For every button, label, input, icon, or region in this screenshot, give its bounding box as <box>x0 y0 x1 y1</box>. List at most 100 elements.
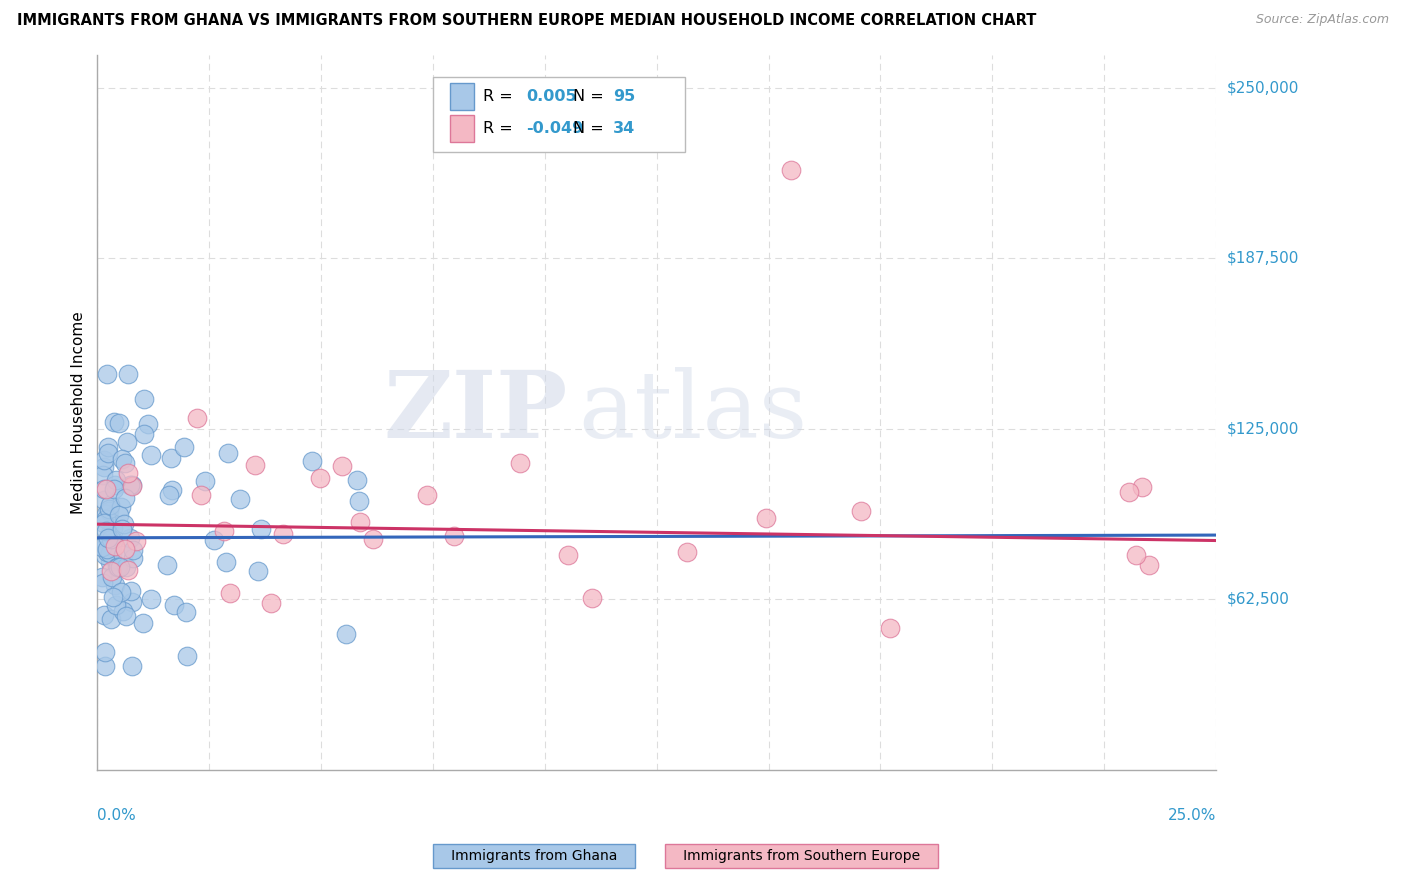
Point <box>330 458 353 473</box>
Point <box>335 627 357 641</box>
Point <box>97 504 120 518</box>
Point <box>115 609 138 624</box>
Point <box>1125 549 1147 563</box>
Text: Immigrants from Ghana: Immigrants from Ghana <box>439 849 630 863</box>
Point <box>120 531 142 545</box>
Point <box>780 162 803 177</box>
Point <box>120 583 142 598</box>
Point <box>94 538 117 552</box>
Point <box>108 560 131 574</box>
Point <box>103 482 125 496</box>
Point <box>91 540 114 554</box>
Point <box>755 510 778 524</box>
Point <box>416 488 439 502</box>
Point <box>107 417 129 431</box>
Text: -0.049: -0.049 <box>526 120 583 136</box>
Point <box>114 491 136 505</box>
Point <box>174 605 197 619</box>
Point <box>121 659 143 673</box>
Point <box>112 604 135 618</box>
Point <box>94 483 117 497</box>
Point <box>98 526 121 541</box>
Point <box>114 456 136 470</box>
Text: N =: N = <box>572 120 609 136</box>
Point <box>250 522 273 536</box>
Point <box>100 564 122 578</box>
Text: $125,000: $125,000 <box>1227 421 1299 436</box>
Point <box>115 435 138 450</box>
Point <box>101 535 124 549</box>
Point <box>132 426 155 441</box>
Point <box>104 478 127 492</box>
Point <box>136 417 159 431</box>
Point <box>101 540 124 554</box>
Point <box>557 548 579 562</box>
Point <box>581 591 603 605</box>
Point <box>156 558 179 572</box>
Point <box>246 564 269 578</box>
Point <box>202 533 225 547</box>
Point <box>98 498 121 512</box>
Text: Immigrants from Southern Europe: Immigrants from Southern Europe <box>669 849 934 863</box>
Point <box>117 367 139 381</box>
Point <box>97 531 120 545</box>
Text: $62,500: $62,500 <box>1227 591 1291 607</box>
Point <box>97 440 120 454</box>
Point <box>157 488 180 502</box>
Point <box>93 482 115 496</box>
Text: 95: 95 <box>613 89 636 104</box>
Point <box>107 559 129 574</box>
Point <box>96 542 118 557</box>
Point <box>111 549 134 563</box>
Point <box>273 527 295 541</box>
Point <box>93 460 115 475</box>
Text: IMMIGRANTS FROM GHANA VS IMMIGRANTS FROM SOUTHERN EUROPE MEDIAN HOUSEHOLD INCOME: IMMIGRANTS FROM GHANA VS IMMIGRANTS FROM… <box>17 13 1036 29</box>
Point <box>214 524 236 539</box>
Point <box>121 478 143 492</box>
Point <box>301 454 323 468</box>
Point <box>346 473 368 487</box>
Text: Source: ZipAtlas.com: Source: ZipAtlas.com <box>1256 13 1389 27</box>
Point <box>111 452 134 467</box>
Point <box>94 524 117 538</box>
Point <box>93 453 115 467</box>
Point <box>139 592 162 607</box>
Point <box>443 529 465 543</box>
Point <box>98 546 121 560</box>
Point <box>134 392 156 407</box>
Point <box>243 458 266 472</box>
FancyBboxPatch shape <box>433 77 685 152</box>
Point <box>509 456 531 470</box>
Point <box>190 488 212 502</box>
Point <box>121 479 143 493</box>
Point <box>176 648 198 663</box>
Point <box>110 500 132 514</box>
Point <box>349 494 371 508</box>
Point <box>125 533 148 548</box>
Point <box>349 515 371 529</box>
Point <box>139 448 162 462</box>
Point <box>94 512 117 526</box>
Point <box>97 502 120 516</box>
Point <box>160 483 183 498</box>
Point <box>98 555 121 569</box>
Text: $187,500: $187,500 <box>1227 251 1299 266</box>
Point <box>94 507 117 521</box>
FancyBboxPatch shape <box>450 114 474 142</box>
Point <box>675 545 697 559</box>
Point <box>173 440 195 454</box>
Point <box>100 532 122 546</box>
Point <box>103 521 125 535</box>
Point <box>111 522 134 536</box>
Text: 0.0%: 0.0% <box>97 808 136 823</box>
Point <box>104 599 127 613</box>
Text: 34: 34 <box>613 120 636 136</box>
Point <box>309 471 332 485</box>
Point <box>104 540 127 554</box>
Point <box>108 508 131 522</box>
Point <box>100 570 122 584</box>
Text: N =: N = <box>572 89 609 104</box>
Point <box>122 543 145 558</box>
Point <box>186 410 208 425</box>
Point <box>114 542 136 557</box>
